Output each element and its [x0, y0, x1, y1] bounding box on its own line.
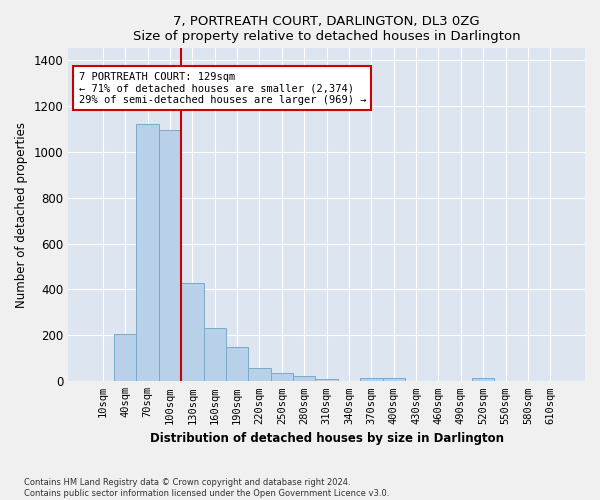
- Bar: [271, 372, 293, 382]
- Bar: [383, 378, 405, 382]
- Bar: [181, 282, 203, 382]
- Bar: [203, 328, 226, 382]
- Bar: [472, 378, 494, 382]
- Bar: [159, 130, 181, 382]
- Bar: [226, 348, 248, 382]
- X-axis label: Distribution of detached houses by size in Darlington: Distribution of detached houses by size …: [149, 432, 503, 445]
- Text: Contains HM Land Registry data © Crown copyright and database right 2024.
Contai: Contains HM Land Registry data © Crown c…: [24, 478, 389, 498]
- Bar: [316, 380, 338, 382]
- Bar: [293, 376, 316, 382]
- Bar: [248, 368, 271, 382]
- Bar: [360, 378, 383, 382]
- Bar: [114, 334, 136, 382]
- Title: 7, PORTREATH COURT, DARLINGTON, DL3 0ZG
Size of property relative to detached ho: 7, PORTREATH COURT, DARLINGTON, DL3 0ZG …: [133, 15, 520, 43]
- Y-axis label: Number of detached properties: Number of detached properties: [15, 122, 28, 308]
- Bar: [136, 124, 159, 382]
- Text: 7 PORTREATH COURT: 129sqm
← 71% of detached houses are smaller (2,374)
29% of se: 7 PORTREATH COURT: 129sqm ← 71% of detac…: [79, 72, 366, 105]
